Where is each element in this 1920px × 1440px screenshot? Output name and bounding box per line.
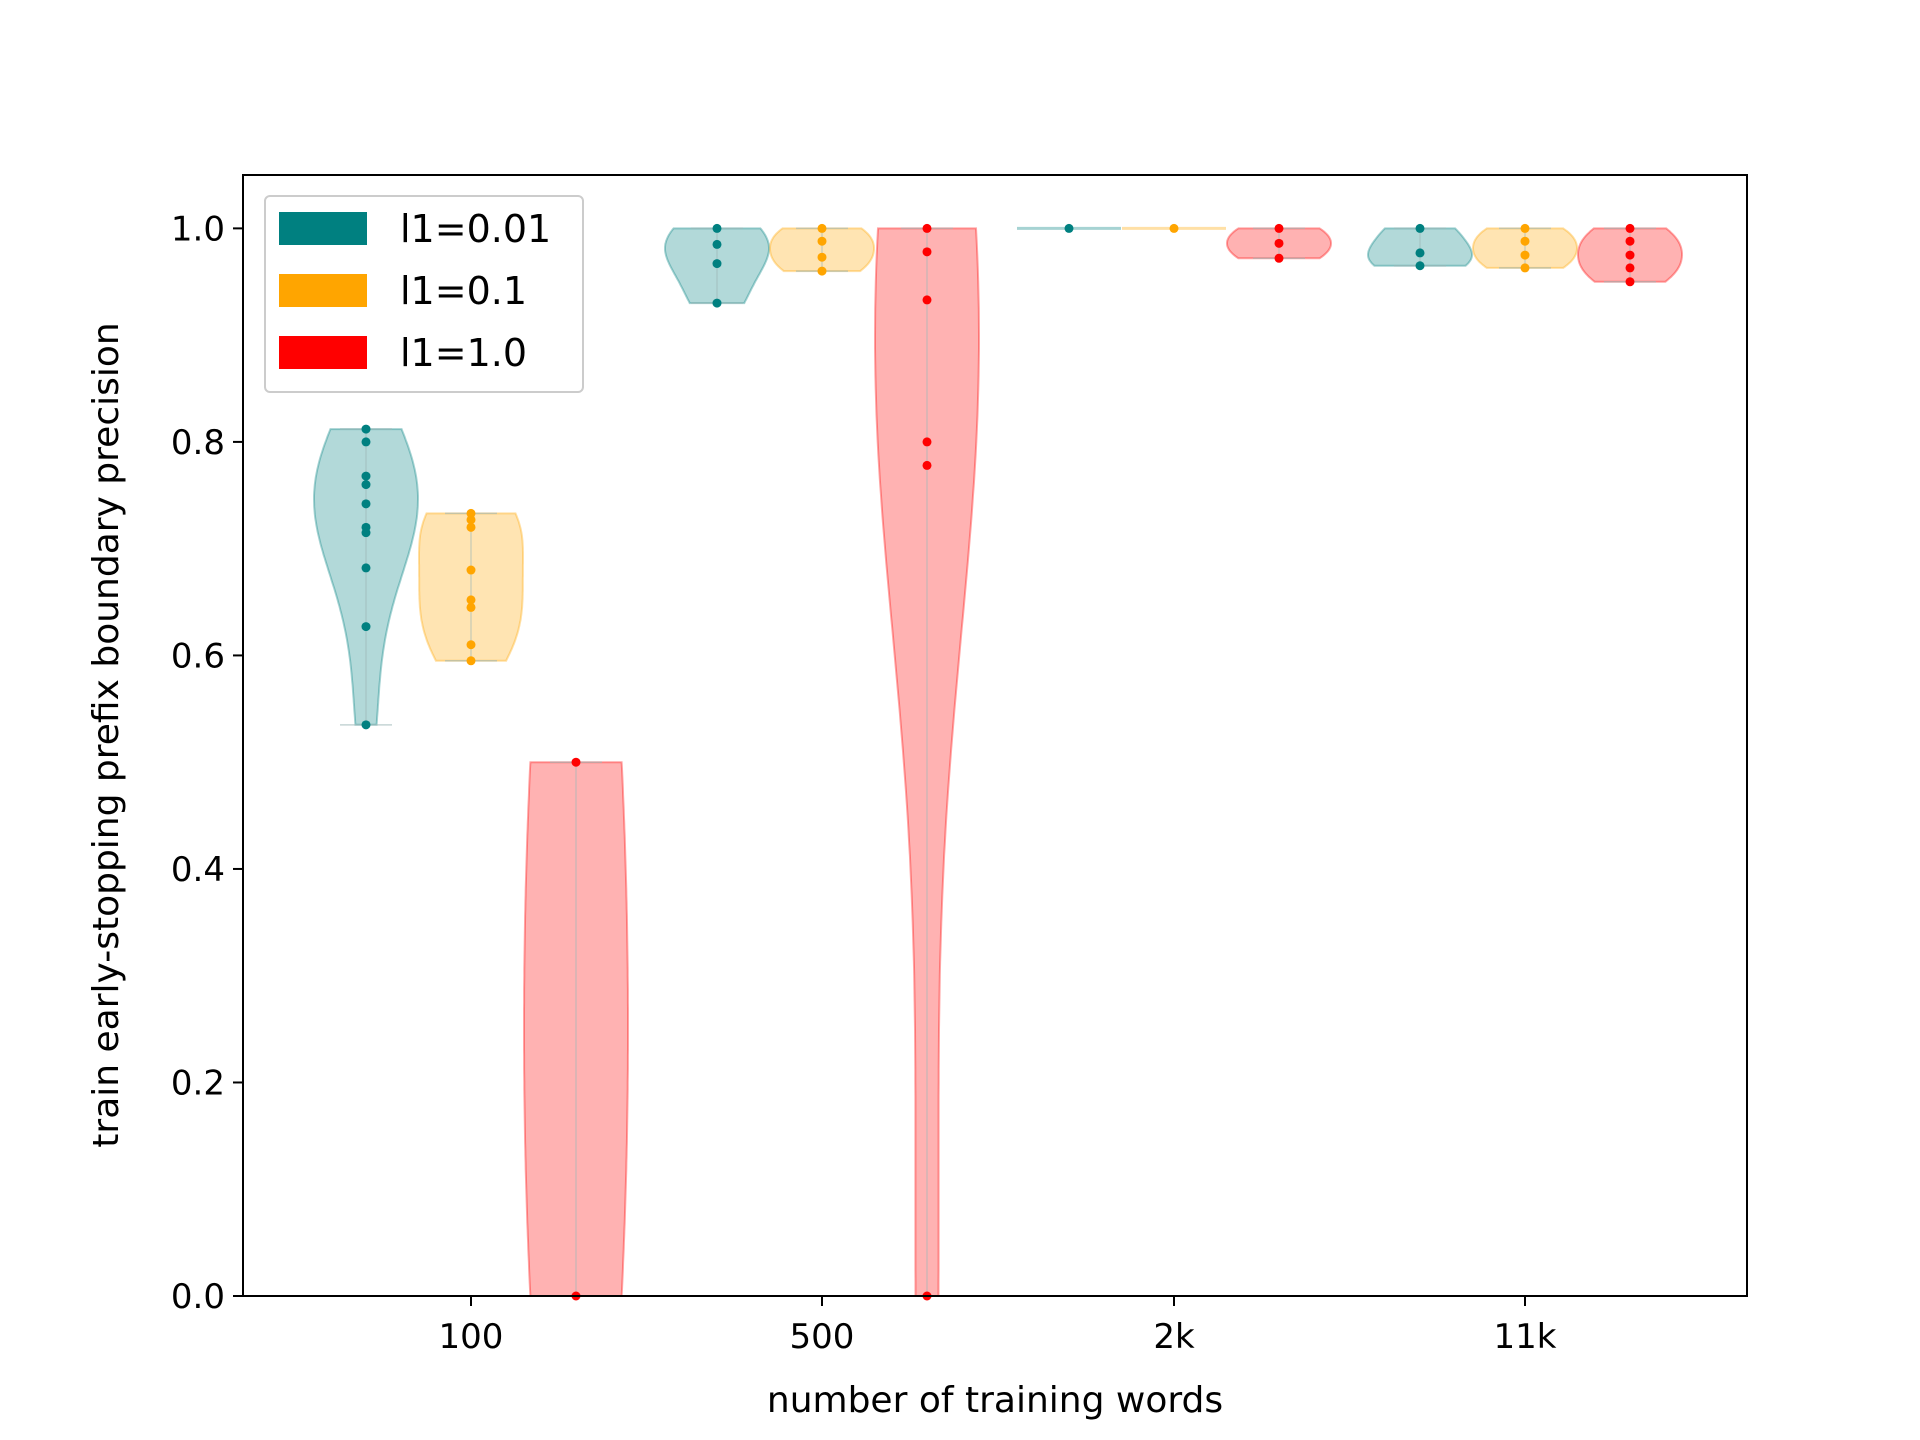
data-point bbox=[817, 223, 827, 233]
y-tick-label: 0.8 bbox=[171, 423, 225, 463]
y-tick-label: 0.0 bbox=[171, 1277, 225, 1317]
data-point bbox=[361, 622, 371, 632]
legend-swatch bbox=[279, 336, 367, 369]
data-point bbox=[1625, 223, 1635, 233]
y-tick-label: 1.0 bbox=[171, 209, 225, 249]
data-point bbox=[466, 656, 476, 666]
data-point bbox=[1625, 263, 1635, 273]
legend-items: l1=0.01 l1=0.1 l1=1.0 bbox=[279, 207, 551, 375]
data-point bbox=[1415, 248, 1425, 258]
y-tick-label: 0.4 bbox=[171, 850, 225, 890]
data-point bbox=[361, 522, 371, 532]
data-point bbox=[922, 247, 932, 257]
data-point bbox=[922, 460, 932, 470]
x-axis-title: number of training words bbox=[767, 1380, 1223, 1421]
data-point bbox=[922, 295, 932, 305]
data-point bbox=[361, 499, 371, 509]
data-point bbox=[466, 602, 476, 612]
data-point bbox=[1274, 238, 1284, 248]
data-point bbox=[361, 563, 371, 573]
data-point bbox=[466, 595, 476, 605]
data-point bbox=[361, 437, 371, 447]
legend: l1=0.01 l1=0.1 l1=1.0 bbox=[264, 195, 584, 393]
data-point bbox=[1520, 250, 1530, 260]
data-point bbox=[361, 480, 371, 490]
data-point bbox=[571, 757, 581, 767]
data-point bbox=[466, 508, 476, 518]
data-point bbox=[817, 252, 827, 262]
legend-swatch bbox=[279, 274, 367, 307]
data-point bbox=[1520, 236, 1530, 246]
data-point bbox=[361, 471, 371, 481]
data-point bbox=[1064, 223, 1074, 233]
x-tick-label: 500 bbox=[790, 1317, 855, 1357]
data-point bbox=[712, 239, 722, 249]
y-tick-label: 0.6 bbox=[171, 636, 225, 676]
data-point bbox=[1415, 261, 1425, 271]
data-point bbox=[361, 720, 371, 730]
y-axis: 0.0 0.2 0.4 0.6 0.8 1.0 bbox=[171, 209, 243, 1317]
x-tick-label: 11k bbox=[1494, 1317, 1557, 1357]
y-tick-label: 0.2 bbox=[171, 1063, 225, 1103]
data-point bbox=[712, 223, 722, 233]
data-point bbox=[466, 522, 476, 532]
data-point bbox=[1274, 223, 1284, 233]
data-point bbox=[817, 266, 827, 276]
data-point bbox=[1274, 253, 1284, 263]
data-point bbox=[1520, 223, 1530, 233]
data-point bbox=[1415, 223, 1425, 233]
data-point bbox=[1169, 223, 1179, 233]
legend-label: l1=0.1 bbox=[400, 269, 527, 313]
data-point bbox=[1625, 277, 1635, 287]
legend-label: l1=0.01 bbox=[400, 207, 551, 251]
x-tick-label: 100 bbox=[439, 1317, 504, 1357]
x-tick-label: 2k bbox=[1153, 1317, 1195, 1357]
legend-label: l1=1.0 bbox=[400, 331, 527, 375]
legend-swatch bbox=[279, 212, 367, 245]
data-point bbox=[361, 424, 371, 434]
x-axis: 100 500 2k 11k bbox=[439, 1296, 1557, 1357]
data-point bbox=[817, 236, 827, 246]
data-point bbox=[1625, 250, 1635, 260]
data-point bbox=[466, 565, 476, 575]
data-point bbox=[1625, 236, 1635, 246]
data-point bbox=[922, 437, 932, 447]
data-point bbox=[466, 515, 476, 525]
data-point bbox=[712, 298, 722, 308]
data-point bbox=[466, 640, 476, 650]
y-axis-title: train early-stopping prefix boundary pre… bbox=[86, 322, 127, 1147]
plot-frame bbox=[242, 174, 1748, 1297]
data-point bbox=[922, 223, 932, 233]
data-point bbox=[1520, 263, 1530, 273]
data-point bbox=[712, 259, 722, 269]
